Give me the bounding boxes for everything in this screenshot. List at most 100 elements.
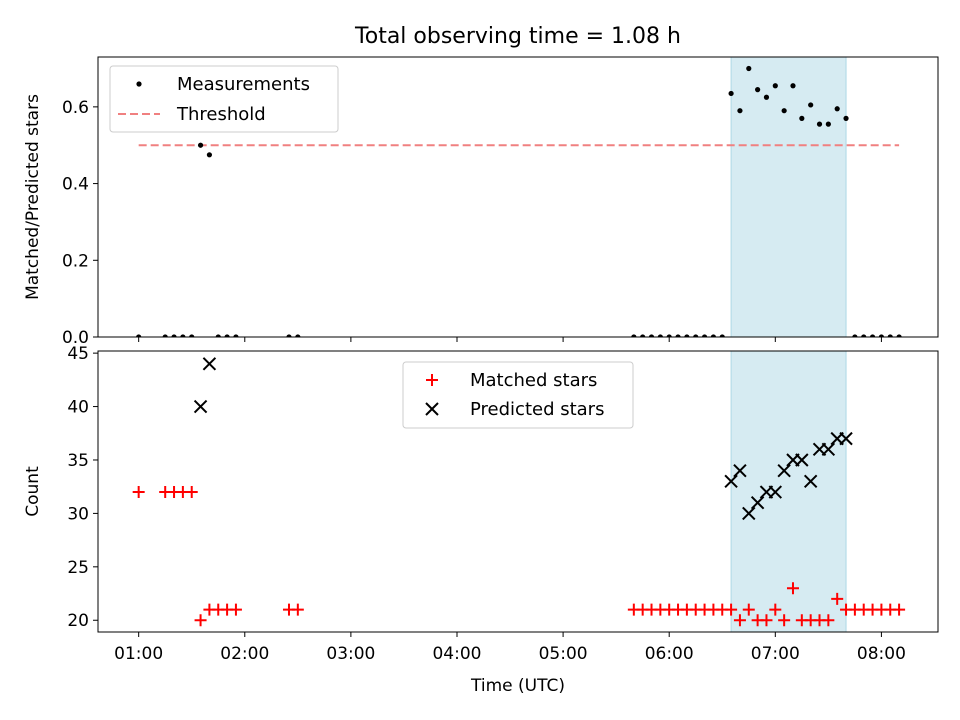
legend-entry-predicted-stars: Predicted stars [425,399,604,420]
data-point [768,485,783,499]
x-tick-label: 04:00 [432,644,481,664]
data-point [750,496,765,510]
data-point [733,463,747,478]
series-matched-stars [132,486,906,627]
data-point [666,334,672,337]
data-point [631,334,637,337]
data-point [233,334,239,337]
data-point [728,90,734,97]
data-point [763,94,770,100]
x-tick-label: 08:00 [857,644,906,664]
data-point [291,603,304,616]
data-point [825,121,831,127]
y-tick-label: 35 [67,451,89,471]
data-point [760,614,773,627]
x-tick-label: 05:00 [539,644,588,664]
data-point [839,431,853,446]
top-panel: 0.0 0.2 0.4 0.6 Matched/Predicted stars Mea… [23,56,939,348]
y-tick-label: 20 [67,611,89,631]
data-point [693,334,699,337]
data-point [781,108,787,114]
data-point [742,506,756,521]
legend-entry-threshold: Threshold [118,104,266,125]
data-point [197,142,204,148]
data-point [816,121,823,127]
data-point [229,603,242,616]
data-point [194,614,207,627]
axes-frame [97,56,939,338]
data-point [202,357,217,371]
data-point [162,334,168,337]
data-point [803,474,818,489]
data-point [136,334,142,337]
data-point [189,334,195,337]
data-point [640,334,646,337]
legend-label-matched-stars: Matched stars [470,370,597,391]
data-point [834,106,840,112]
chart-title: Total observing time = 1.08 h [354,24,681,49]
series-predicted-stars [193,357,853,521]
legend-entry-matched-stars: Matched stars [426,370,597,391]
y-tick-label: 0.4 [62,175,89,195]
data-point [215,334,221,337]
data-point [675,334,681,337]
plot-area [132,351,906,632]
data-point [755,87,761,93]
data-point [224,334,230,337]
legend-entry-measurements: Measurements [136,74,310,95]
data-point [790,83,796,89]
data-point [701,334,708,337]
y-tick-label: 40 [67,398,89,418]
data-point [180,334,186,337]
data-point [171,334,177,337]
y-tick-label: 0.0 [62,328,89,348]
x-axis-label: Time (UTC) [470,676,565,696]
data-point [769,603,782,616]
data-point [822,614,835,627]
y-tick-label: 25 [67,558,89,578]
y-tick-label: 30 [67,504,89,524]
top-y-axis-label: Matched/Predicted stars [23,94,43,300]
bottom-plot-layer: 20 25 30 35 40 45 01:00 02:00 03:00 04:00 05:00 06:… [67,344,939,664]
plot-area [136,57,902,337]
x-tick-label: 07:00 [751,644,800,664]
data-point [737,108,743,114]
data-point [878,334,885,337]
data-point [777,463,791,478]
axes-frame [97,350,939,633]
data-point [657,334,663,337]
data-point [648,334,655,337]
data-point [786,582,799,595]
data-point [286,334,292,337]
data-point [799,115,805,121]
data-point [772,83,778,89]
legend-label-threshold: Threshold [176,104,266,125]
data-point [742,603,755,616]
data-point [795,453,809,467]
data-point [808,102,814,108]
x-tick-label: 01:00 [114,644,163,664]
data-point [843,115,849,121]
bottom-y-axis-label: Count [23,466,43,517]
data-point [132,486,145,499]
legend-label-measurements: Measurements [177,74,310,95]
data-point [719,334,725,337]
data-point [852,334,858,337]
data-point [206,152,213,158]
y-tick-label: 0.2 [62,251,89,271]
y-tick-label: 45 [67,344,89,364]
x-tick-label: 06:00 [645,644,694,664]
data-point [778,614,791,627]
observing-window-span [730,351,847,632]
bottom-legend: Matched stars Predicted stars [402,361,634,429]
data-point [896,334,902,337]
data-point [821,442,836,457]
data-point [710,334,717,337]
data-point [684,334,690,337]
data-point [724,474,738,489]
data-point [831,592,844,605]
data-point [193,399,208,414]
data-point [893,603,906,616]
data-point [869,334,876,337]
